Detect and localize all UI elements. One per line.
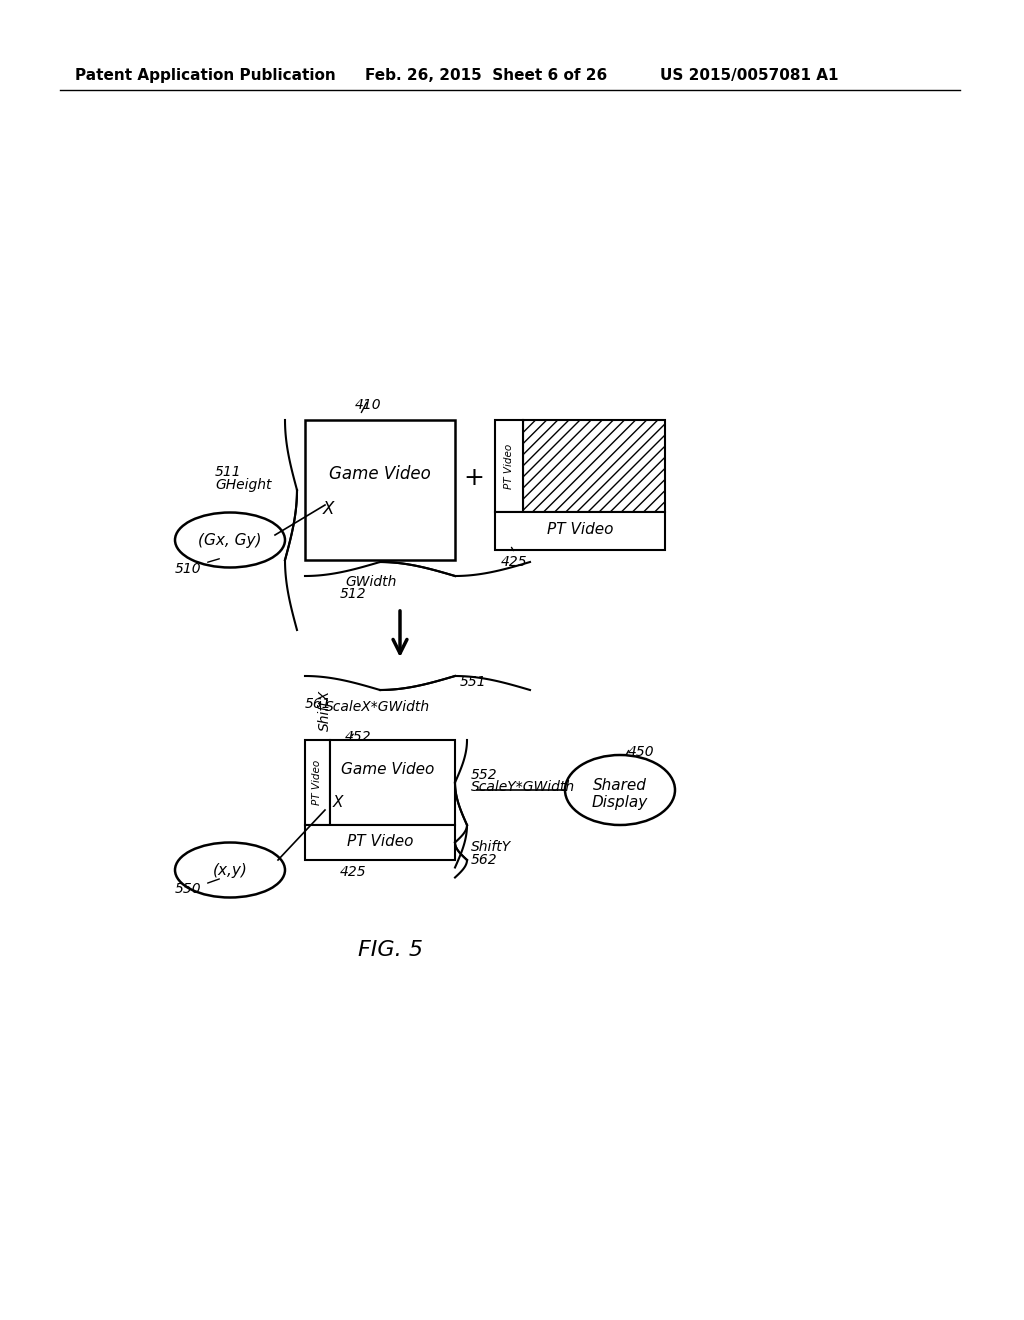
- Text: 511: 511: [215, 465, 242, 479]
- Text: 410: 410: [355, 399, 382, 412]
- Text: X: X: [323, 500, 335, 517]
- Text: PT Video: PT Video: [347, 834, 414, 849]
- Bar: [523, 420, 665, 512]
- Text: 562: 562: [471, 853, 498, 867]
- Text: PT Video: PT Video: [504, 444, 514, 488]
- Bar: [305, 825, 455, 861]
- Bar: [330, 741, 455, 825]
- Ellipse shape: [565, 755, 675, 825]
- Ellipse shape: [175, 842, 285, 898]
- Text: PT Video: PT Video: [547, 521, 613, 537]
- Text: +: +: [464, 466, 484, 490]
- Text: 450: 450: [628, 744, 654, 759]
- Bar: [305, 420, 455, 560]
- Text: 510: 510: [175, 562, 202, 576]
- Text: ScaleY*GWidth: ScaleY*GWidth: [471, 780, 575, 795]
- Text: GWidth: GWidth: [345, 576, 396, 589]
- Text: Display: Display: [592, 795, 648, 810]
- Text: US 2015/0057081 A1: US 2015/0057081 A1: [660, 69, 839, 83]
- Text: ScaleX*GWidth: ScaleX*GWidth: [325, 700, 430, 714]
- Text: ShiftY: ShiftY: [471, 840, 511, 854]
- Text: 561: 561: [305, 697, 332, 711]
- Text: 552: 552: [471, 768, 498, 781]
- Text: 425: 425: [501, 554, 527, 569]
- Text: 512: 512: [340, 587, 367, 601]
- Text: 550: 550: [175, 882, 202, 896]
- Text: (x,y): (x,y): [213, 862, 248, 878]
- Ellipse shape: [175, 512, 285, 568]
- Bar: [305, 741, 330, 825]
- Text: 452: 452: [345, 730, 372, 744]
- Text: 551: 551: [460, 675, 486, 689]
- Bar: [495, 420, 523, 512]
- Bar: [495, 512, 665, 550]
- Text: PT Video: PT Video: [312, 760, 322, 805]
- Text: GHeight: GHeight: [215, 478, 271, 492]
- Text: Feb. 26, 2015  Sheet 6 of 26: Feb. 26, 2015 Sheet 6 of 26: [365, 69, 607, 83]
- Text: 425: 425: [340, 865, 367, 879]
- Text: (Gx, Gy): (Gx, Gy): [199, 532, 262, 548]
- Text: ShiftX: ShiftX: [318, 689, 332, 731]
- Text: Shared: Shared: [593, 777, 647, 793]
- Text: Game Video: Game Video: [329, 465, 431, 483]
- Text: Game Video: Game Video: [341, 762, 434, 777]
- Text: Patent Application Publication: Patent Application Publication: [75, 69, 336, 83]
- Text: X: X: [333, 795, 343, 810]
- Text: FIG. 5: FIG. 5: [357, 940, 423, 960]
